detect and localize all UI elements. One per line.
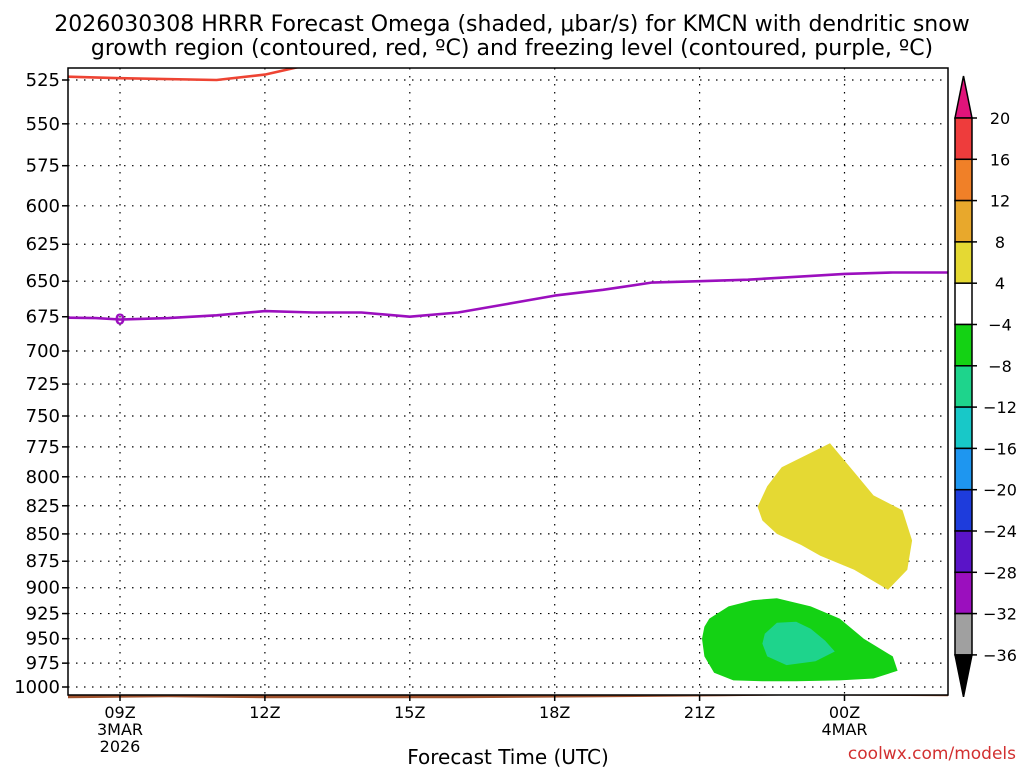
y-tick-label: 900 — [26, 578, 60, 599]
y-tick-label: 750 — [26, 406, 60, 427]
colorbar-band — [954, 323, 973, 367]
y-tick-label: 700 — [26, 341, 60, 362]
colorbar: 20 16 12 8 4 −4 −8 −12 −16 −20 −24 −28 −32 −36 — [954, 75, 1017, 698]
colorbar-band — [954, 488, 973, 532]
colorbar-label: 20 — [990, 109, 1010, 128]
y-tick-label: 525 — [26, 70, 60, 91]
y-tick-label: 800 — [26, 467, 60, 488]
y-tick-label: 975 — [26, 653, 60, 674]
colorbar-band — [954, 571, 973, 615]
colorbar-label: −8 — [988, 357, 1012, 376]
colorbar-band — [954, 447, 973, 491]
x-axis-label: Forecast Time (UTC) — [407, 745, 609, 768]
freezing-level-contour — [68, 271, 948, 321]
colorbar-band — [954, 612, 973, 656]
colorbar-label: −36 — [983, 646, 1017, 665]
colorbar-band — [954, 117, 973, 161]
y-tick-label: 575 — [26, 156, 60, 177]
y-tick-label: 650 — [26, 271, 60, 292]
colorbar-label: 12 — [990, 192, 1010, 211]
colorbar-label: 4 — [995, 274, 1005, 293]
colorbar-top-triangle — [954, 75, 973, 119]
colorbar-label: −24 — [983, 522, 1017, 541]
colorbar-band — [954, 199, 973, 243]
x-tick-label: 09Z — [104, 703, 135, 722]
plot-area: 0 525 550 575 600 625 650 675 700 725 750 775 800 82… — [14, 67, 949, 756]
colorbar-band — [954, 282, 973, 326]
y-tick-label: 675 — [26, 307, 60, 328]
colorbar-band — [954, 406, 973, 450]
x-tick-label: 18Z — [539, 703, 570, 722]
colorbar-label: −32 — [983, 605, 1017, 624]
colorbar-band — [954, 158, 973, 202]
omega-region-4-to-8 — [757, 443, 913, 590]
x-tick-label: 15Z — [394, 703, 425, 722]
dendritic-growth-contour — [68, 68, 301, 82]
plot-frame — [67, 67, 949, 696]
x-tick-label: 2026 — [100, 737, 141, 756]
y-tick-label: 725 — [26, 374, 60, 395]
colorbar-band — [954, 530, 973, 574]
contour-lines: 0 — [68, 68, 948, 329]
colorbar-label: 16 — [990, 150, 1010, 169]
colorbar-label: 8 — [995, 233, 1005, 252]
colorbar-label: −12 — [983, 398, 1017, 417]
x-tick-label: 4MAR — [821, 720, 867, 739]
grid-lines — [68, 68, 948, 695]
y-tick-label: 875 — [26, 551, 60, 572]
y-tick-label: 775 — [26, 437, 60, 458]
x-tick-label: 12Z — [249, 703, 280, 722]
chart-title-line-1: 2026030308 HRRR Forecast Omega (shaded, … — [54, 12, 969, 37]
surface-terrain — [68, 695, 948, 699]
colorbar-label: −20 — [983, 481, 1017, 500]
y-tick-label: 1000 — [14, 677, 60, 698]
y-tick-label: 600 — [26, 196, 60, 217]
colorbar-bottom-triangle — [954, 654, 973, 698]
x-tick-label: 3MAR — [97, 720, 143, 739]
y-tick-label: 825 — [26, 496, 60, 517]
y-tick-label: 925 — [26, 604, 60, 625]
y-tick-label: 625 — [26, 234, 60, 255]
x-tick-label: 00Z — [829, 703, 860, 722]
y-tick-label: 550 — [26, 114, 60, 135]
colorbar-label: −28 — [983, 563, 1017, 582]
credit-text: coolwx.com/models — [848, 744, 1016, 764]
x-tick-label: 21Z — [684, 703, 715, 722]
omega-shaded-regions — [702, 443, 913, 682]
omega-region--12-to--8 — [762, 621, 835, 666]
y-axis-ticks: 525 550 575 600 625 650 675 700 725 750 775 800 825 8… — [14, 70, 68, 698]
colorbar-label: −4 — [988, 316, 1012, 335]
freezing-level-contour-label: 0 — [115, 311, 125, 329]
colorbar-band — [954, 241, 973, 284]
surface-terrain-layer — [68, 695, 948, 699]
colorbar-band — [954, 365, 973, 408]
colorbar-label: −16 — [983, 439, 1017, 458]
y-tick-label: 850 — [26, 524, 60, 545]
chart-title-line-2: growth region (contoured, red, ºC) and f… — [91, 36, 933, 61]
y-tick-label: 950 — [26, 629, 60, 650]
